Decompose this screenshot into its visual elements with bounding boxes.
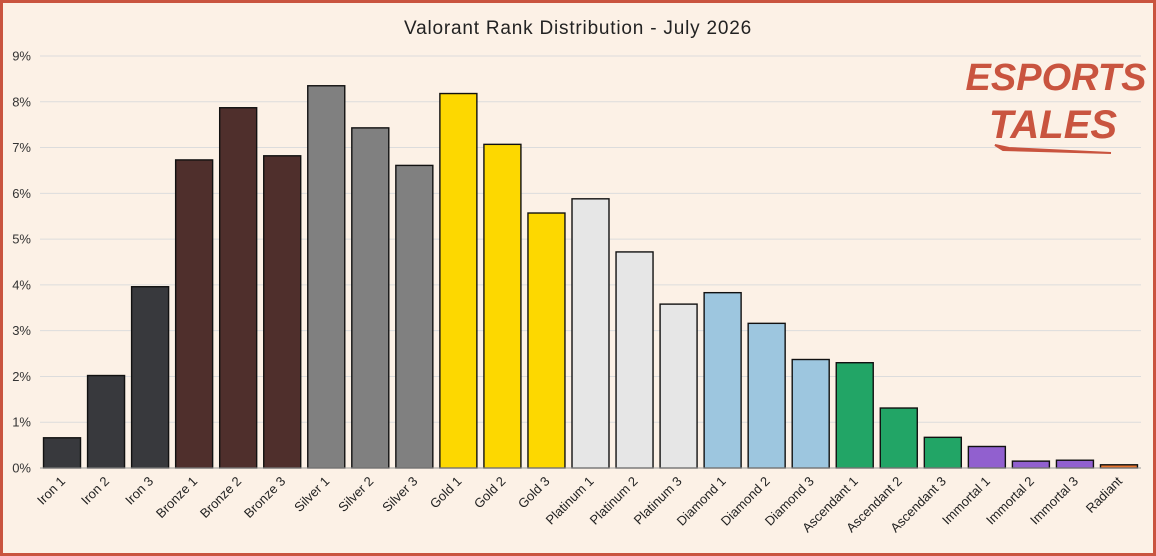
bar [923, 436, 963, 469]
bar [835, 362, 874, 469]
x-tick-label: Iron 3 [122, 474, 156, 508]
bars [42, 85, 1139, 469]
x-tick-label: Gold 3 [515, 474, 553, 512]
bar [86, 374, 126, 469]
x-tick-label: Bronze 3 [241, 474, 288, 521]
bar [703, 291, 742, 469]
x-tick-label: Iron 1 [34, 474, 68, 508]
bar [1011, 460, 1051, 469]
x-tick-label: Gold 1 [427, 474, 465, 512]
bar [218, 107, 258, 469]
bar [967, 445, 1007, 469]
y-tick-label: 1% [12, 415, 31, 430]
x-tick-label: Immortal 3 [1027, 474, 1081, 528]
logo-underline [994, 144, 1112, 154]
bar [174, 159, 214, 469]
chart-title: Valorant Rank Distribution - July 2026 [404, 18, 752, 39]
bar [307, 85, 346, 469]
bar [130, 286, 170, 469]
bar [395, 164, 434, 469]
x-tick-label: Iron 2 [78, 474, 112, 508]
x-tick-label: Silver 3 [379, 474, 420, 515]
y-tick-label: 7% [12, 140, 31, 155]
bar [791, 358, 830, 469]
bar [747, 322, 786, 469]
bar [571, 198, 610, 469]
y-tick-label: 8% [12, 94, 31, 109]
y-tick-label: 3% [12, 323, 31, 338]
bar [483, 143, 522, 469]
y-tick-label: 4% [12, 277, 31, 292]
x-tick-label: Gold 2 [471, 474, 509, 512]
bar [879, 407, 918, 469]
bar [659, 303, 698, 469]
bar [351, 127, 390, 469]
bar [1055, 459, 1095, 469]
esports-tales-logo: ESPORTS TALES [966, 57, 1147, 154]
x-tick-label: Silver 2 [335, 474, 376, 515]
logo-line-1: ESPORTS [966, 57, 1147, 99]
y-axis-ticks: 0% 1% 2% 3% 4% 5% 6% 7% 8% 9% [12, 49, 31, 476]
x-tick-label: Silver 1 [291, 474, 332, 515]
bar [615, 251, 654, 469]
bar [439, 92, 478, 469]
bar [527, 212, 566, 469]
y-tick-label: 0% [12, 461, 31, 476]
bar [263, 155, 302, 469]
bar [42, 437, 82, 469]
bar-chart: Valorant Rank Distribution - July 2026 0… [12, 18, 1147, 535]
x-tick-label: Bronze 1 [153, 474, 200, 521]
y-tick-label: 6% [12, 186, 31, 201]
x-tick-label: Radiant [1083, 473, 1126, 516]
y-tick-label: 5% [12, 232, 31, 247]
y-tick-label: 2% [12, 369, 31, 384]
logo-line-2: TALES [989, 103, 1117, 147]
y-tick-label: 9% [12, 49, 31, 64]
x-tick-label: Bronze 2 [197, 474, 244, 521]
